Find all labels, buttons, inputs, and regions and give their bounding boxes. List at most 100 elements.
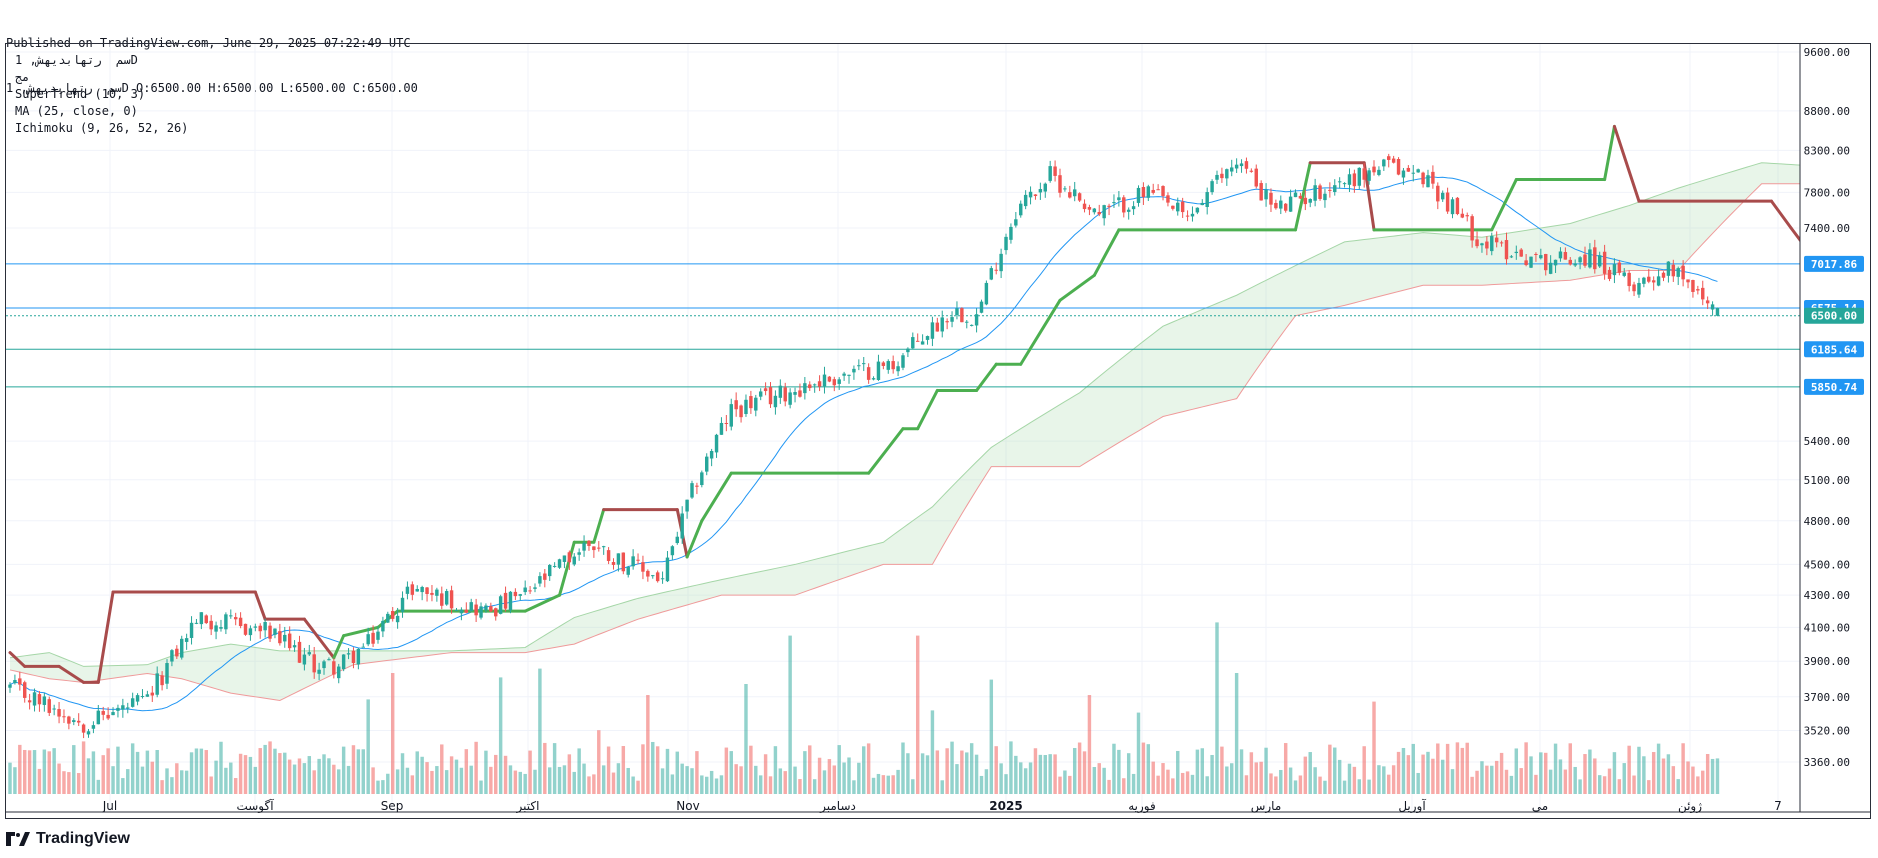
- candle-body[interactable]: [390, 611, 395, 619]
- candle-body[interactable]: [1337, 181, 1342, 183]
- candle-body[interactable]: [758, 391, 763, 397]
- candle-body[interactable]: [1176, 202, 1180, 212]
- candle-body[interactable]: [1082, 203, 1087, 210]
- candle-body[interactable]: [180, 638, 184, 658]
- candle-body[interactable]: [1279, 200, 1283, 209]
- candle-body[interactable]: [484, 605, 488, 611]
- candle-body[interactable]: [1043, 183, 1047, 192]
- candle-body[interactable]: [763, 388, 768, 392]
- candle-body[interactable]: [601, 546, 606, 548]
- candle-body[interactable]: [822, 374, 827, 387]
- candle-body[interactable]: [1651, 280, 1656, 283]
- candle-body[interactable]: [209, 620, 213, 630]
- candle-body[interactable]: [881, 362, 886, 366]
- candle-body[interactable]: [1298, 195, 1303, 199]
- candle-body[interactable]: [199, 612, 204, 625]
- candle-body[interactable]: [1141, 186, 1146, 198]
- candle-body[interactable]: [145, 694, 150, 697]
- candle-body[interactable]: [1318, 185, 1322, 199]
- candle-body[interactable]: [1514, 251, 1519, 254]
- candle-body[interactable]: [984, 282, 989, 305]
- candle-body[interactable]: [1156, 189, 1160, 191]
- candle-body[interactable]: [1063, 188, 1067, 190]
- candle-body[interactable]: [827, 376, 832, 382]
- candle-body[interactable]: [1401, 170, 1406, 178]
- candle-body[interactable]: [719, 422, 724, 435]
- candle-body[interactable]: [189, 622, 194, 638]
- candle-body[interactable]: [739, 405, 743, 418]
- candle-body[interactable]: [955, 308, 959, 316]
- candle-body[interactable]: [106, 714, 110, 719]
- candle-body[interactable]: [297, 641, 302, 663]
- candle-body[interactable]: [1558, 251, 1563, 259]
- candle-body[interactable]: [886, 361, 890, 370]
- candle-body[interactable]: [1490, 236, 1494, 252]
- candle-body[interactable]: [1097, 211, 1101, 215]
- candle-body[interactable]: [1460, 213, 1465, 218]
- candle-body[interactable]: [1681, 265, 1685, 280]
- candle-body[interactable]: [111, 712, 115, 716]
- candle-body[interactable]: [1470, 216, 1474, 241]
- candle-body[interactable]: [1387, 156, 1391, 160]
- candle-body[interactable]: [862, 363, 866, 365]
- candle-body[interactable]: [1431, 171, 1435, 184]
- candle-body[interactable]: [86, 731, 91, 735]
- candle-body[interactable]: [1288, 196, 1293, 212]
- candle-body[interactable]: [62, 716, 66, 718]
- candle-body[interactable]: [1396, 159, 1401, 175]
- candle-body[interactable]: [346, 653, 351, 655]
- candle-body[interactable]: [1220, 173, 1224, 179]
- candle-body[interactable]: [1494, 237, 1499, 243]
- candle-body[interactable]: [1200, 202, 1205, 206]
- candle-body[interactable]: [543, 573, 547, 580]
- candle-body[interactable]: [533, 587, 537, 589]
- candle-body[interactable]: [1475, 239, 1479, 247]
- candle-body[interactable]: [214, 625, 218, 632]
- candle-body[interactable]: [945, 321, 949, 323]
- candle-body[interactable]: [1190, 213, 1195, 217]
- candle-body[interactable]: [911, 337, 915, 349]
- candle-body[interactable]: [18, 678, 22, 685]
- candle-body[interactable]: [1333, 185, 1337, 193]
- candle-body[interactable]: [489, 606, 493, 612]
- candle-body[interactable]: [1622, 272, 1626, 276]
- candle-body[interactable]: [817, 381, 822, 387]
- candle-body[interactable]: [1180, 201, 1185, 213]
- candle-body[interactable]: [307, 652, 312, 655]
- candle-body[interactable]: [670, 546, 675, 556]
- candle-body[interactable]: [1578, 257, 1582, 263]
- candle-body[interactable]: [371, 632, 375, 644]
- candle-body[interactable]: [170, 650, 174, 662]
- candle-body[interactable]: [292, 645, 297, 648]
- candle-body[interactable]: [263, 622, 267, 631]
- candle-body[interactable]: [1357, 167, 1362, 186]
- candle-body[interactable]: [81, 724, 86, 733]
- candle-body[interactable]: [513, 591, 518, 597]
- candle-body[interactable]: [469, 602, 473, 612]
- candle-body[interactable]: [1583, 254, 1587, 266]
- candle-body[interactable]: [1499, 242, 1504, 244]
- candle-body[interactable]: [626, 566, 630, 575]
- candle-body[interactable]: [1715, 307, 1720, 316]
- tradingview-brand[interactable]: TradingView: [6, 830, 130, 848]
- candle-body[interactable]: [1028, 191, 1033, 198]
- candle-body[interactable]: [101, 711, 105, 715]
- candle-body[interactable]: [23, 682, 27, 698]
- candle-body[interactable]: [621, 552, 626, 572]
- candle-body[interactable]: [1509, 256, 1514, 258]
- candle-body[interactable]: [1195, 207, 1200, 213]
- candle-body[interactable]: [655, 572, 660, 582]
- candle-body[interactable]: [381, 620, 385, 632]
- candle-body[interactable]: [1597, 255, 1602, 267]
- candle-body[interactable]: [1710, 304, 1715, 310]
- candle-body[interactable]: [165, 663, 169, 684]
- candle-body[interactable]: [1647, 276, 1651, 282]
- candle-body[interactable]: [37, 694, 42, 705]
- candle-body[interactable]: [724, 422, 729, 424]
- candle-body[interactable]: [1656, 276, 1661, 286]
- candle-body[interactable]: [1705, 300, 1710, 304]
- candle-body[interactable]: [449, 590, 454, 609]
- candle-body[interactable]: [1455, 197, 1460, 215]
- candle-body[interactable]: [641, 562, 645, 572]
- candle-body[interactable]: [503, 592, 508, 609]
